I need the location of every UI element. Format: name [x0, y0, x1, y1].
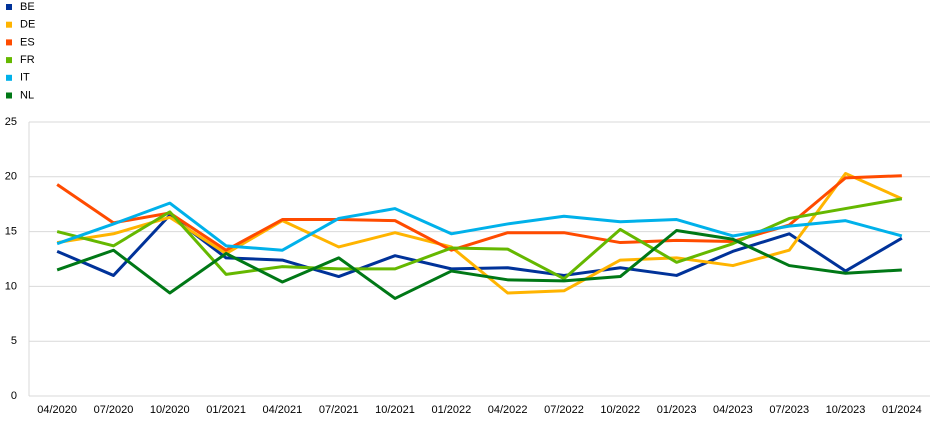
legend-swatch	[6, 74, 12, 81]
legend-label: NL	[20, 89, 34, 101]
x-tick-label: 04/2022	[488, 404, 528, 416]
x-tick-label: 07/2022	[544, 404, 584, 416]
x-tick-label: 10/2022	[600, 404, 640, 416]
legend-label: ES	[20, 36, 35, 48]
legend-label: FR	[20, 54, 35, 66]
x-tick-label: 01/2021	[206, 404, 246, 416]
legend-swatch	[6, 4, 12, 10]
x-tick-label: 07/2020	[94, 404, 134, 416]
x-tick-label: 07/2023	[769, 404, 809, 416]
x-tick-label: 10/2021	[375, 404, 415, 416]
series-line	[56, 172, 903, 295]
legend-swatch	[6, 92, 12, 99]
y-tick-label: 20	[5, 171, 17, 183]
y-tick-label: 10	[5, 280, 17, 292]
y-tick-label: 5	[11, 335, 17, 347]
y-tick-label: 25	[5, 116, 17, 128]
x-tick-label: 07/2021	[319, 404, 359, 416]
legend-swatch	[6, 57, 12, 64]
series-line	[56, 174, 902, 252]
x-tick-label: 01/2024	[882, 404, 922, 416]
y-tick-label: 15	[5, 226, 17, 238]
legend-swatch	[6, 39, 12, 46]
x-tick-label: 10/2023	[826, 404, 866, 416]
x-tick-label: 10/2020	[150, 404, 190, 416]
x-tick-label: 04/2020	[37, 404, 77, 416]
x-tick-label: 04/2023	[713, 404, 753, 416]
series-line	[56, 229, 902, 300]
legend-label: BE	[20, 1, 35, 13]
legend-swatch	[6, 21, 12, 28]
series-line	[56, 201, 903, 252]
x-tick-label: 01/2023	[657, 404, 697, 416]
y-tick-label: 0	[11, 390, 17, 402]
x-tick-label: 01/2022	[431, 404, 471, 416]
legend-label: IT	[20, 72, 30, 84]
x-tick-label: 04/2021	[263, 404, 303, 416]
legend-label: DE	[20, 19, 35, 31]
